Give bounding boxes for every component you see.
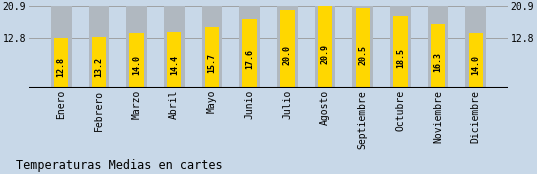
Bar bbox=[205, 27, 219, 88]
Bar bbox=[428, 6, 448, 88]
Text: 13.2: 13.2 bbox=[95, 57, 104, 77]
Bar bbox=[352, 6, 373, 88]
Bar bbox=[466, 6, 486, 88]
Text: Temperaturas Medias en cartes: Temperaturas Medias en cartes bbox=[16, 159, 223, 172]
Bar bbox=[54, 38, 68, 88]
Bar bbox=[243, 19, 257, 88]
Bar bbox=[469, 33, 483, 88]
Bar bbox=[89, 6, 109, 88]
Text: 18.5: 18.5 bbox=[396, 48, 405, 68]
Bar bbox=[355, 8, 370, 88]
Text: 14.4: 14.4 bbox=[170, 55, 179, 75]
Bar bbox=[390, 6, 411, 88]
Text: 20.9: 20.9 bbox=[321, 44, 330, 64]
Text: 16.3: 16.3 bbox=[433, 52, 442, 72]
Bar bbox=[393, 16, 408, 88]
Text: 12.8: 12.8 bbox=[57, 57, 66, 77]
Bar bbox=[280, 10, 294, 88]
Bar bbox=[201, 6, 222, 88]
Bar bbox=[318, 6, 332, 88]
Bar bbox=[129, 33, 144, 88]
Text: 15.7: 15.7 bbox=[207, 53, 216, 73]
Text: 20.5: 20.5 bbox=[358, 45, 367, 65]
Bar bbox=[51, 6, 71, 88]
Bar bbox=[126, 6, 147, 88]
Bar bbox=[431, 24, 445, 88]
Bar bbox=[167, 32, 182, 88]
Text: 20.0: 20.0 bbox=[283, 45, 292, 65]
Bar bbox=[315, 6, 336, 88]
Text: 14.0: 14.0 bbox=[132, 55, 141, 75]
Text: 14.0: 14.0 bbox=[471, 55, 480, 75]
Bar bbox=[277, 6, 297, 88]
Text: 17.6: 17.6 bbox=[245, 49, 254, 69]
Bar bbox=[240, 6, 260, 88]
Bar bbox=[92, 37, 106, 88]
Bar bbox=[164, 6, 185, 88]
